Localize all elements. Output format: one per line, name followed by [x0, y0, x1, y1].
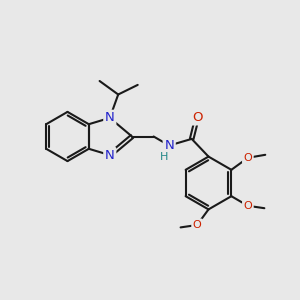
- Text: O: O: [193, 220, 202, 230]
- Text: O: O: [244, 153, 252, 163]
- Text: N: N: [105, 148, 115, 162]
- Text: N: N: [105, 111, 115, 124]
- Text: H: H: [160, 152, 168, 162]
- Text: O: O: [244, 201, 252, 211]
- Text: O: O: [192, 111, 202, 124]
- Text: N: N: [164, 139, 174, 152]
